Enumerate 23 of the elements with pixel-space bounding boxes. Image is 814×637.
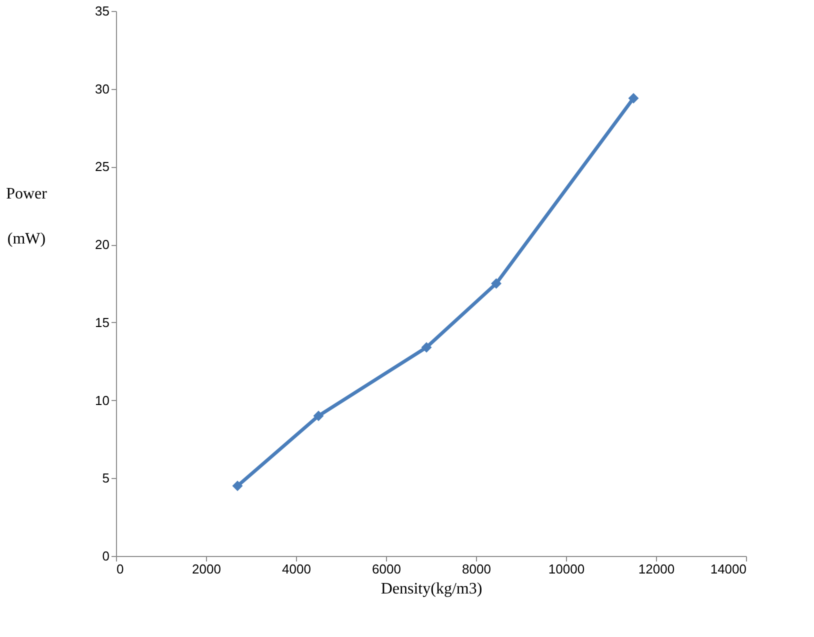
point [421,342,432,353]
text: Power (mW) [6,186,47,248]
x-tick-label: 12000 [638,562,675,576]
point [491,278,502,289]
y-tick-label: 20 [95,237,110,252]
x-tick-label: 10000 [548,562,585,576]
y-tick-label: 35 [95,4,110,18]
x-tick-label: 2000 [192,562,221,576]
point [313,410,324,422]
point [232,480,243,492]
y-tick-label: 10 [95,392,110,408]
point [628,92,639,104]
y-tick-label: 5 [102,470,110,486]
y-tick-label: 30 [95,81,110,96]
x-tick-label: 4000 [282,562,311,576]
x-tick-label: 14000 [710,562,746,576]
y-tick-label: 15 [95,314,110,330]
y-tick-label: 25 [95,159,110,174]
x-tick-label: 0 [116,562,124,576]
x-tick-label: 8000 [462,562,491,576]
y-tick-label: 0 [102,548,110,564]
x-axis-title: Density(kg/m3) [380,580,482,598]
x-tick-label: 6000 [372,562,401,576]
